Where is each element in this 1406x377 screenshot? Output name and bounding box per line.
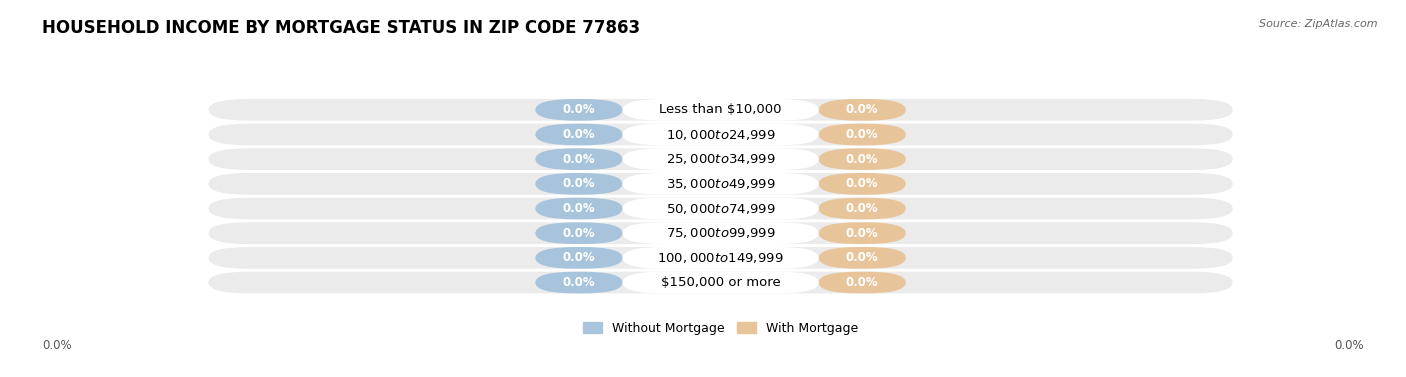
FancyBboxPatch shape (623, 272, 818, 293)
FancyBboxPatch shape (208, 124, 1233, 146)
Text: $75,000 to $99,999: $75,000 to $99,999 (665, 226, 776, 240)
FancyBboxPatch shape (536, 272, 623, 293)
Text: Source: ZipAtlas.com: Source: ZipAtlas.com (1260, 19, 1378, 29)
Text: $10,000 to $24,999: $10,000 to $24,999 (665, 127, 776, 141)
Text: 0.0%: 0.0% (846, 128, 879, 141)
FancyBboxPatch shape (536, 124, 623, 146)
FancyBboxPatch shape (818, 247, 905, 269)
FancyBboxPatch shape (623, 99, 818, 121)
FancyBboxPatch shape (208, 222, 1233, 244)
FancyBboxPatch shape (536, 222, 623, 244)
Text: $100,000 to $149,999: $100,000 to $149,999 (658, 251, 783, 265)
FancyBboxPatch shape (208, 247, 1233, 269)
Text: 0.0%: 0.0% (562, 153, 595, 166)
Text: 0.0%: 0.0% (846, 276, 879, 289)
FancyBboxPatch shape (818, 222, 905, 244)
FancyBboxPatch shape (208, 173, 1233, 195)
FancyBboxPatch shape (818, 272, 905, 293)
Text: 0.0%: 0.0% (846, 202, 879, 215)
FancyBboxPatch shape (536, 247, 623, 269)
Text: 0.0%: 0.0% (562, 227, 595, 240)
Text: 0.0%: 0.0% (562, 202, 595, 215)
FancyBboxPatch shape (208, 99, 1233, 121)
FancyBboxPatch shape (536, 99, 623, 121)
FancyBboxPatch shape (818, 124, 905, 146)
Text: 0.0%: 0.0% (846, 227, 879, 240)
FancyBboxPatch shape (208, 148, 1233, 170)
FancyBboxPatch shape (623, 124, 818, 146)
Text: $50,000 to $74,999: $50,000 to $74,999 (665, 202, 776, 216)
Text: Less than $10,000: Less than $10,000 (659, 103, 782, 116)
Text: 0.0%: 0.0% (562, 177, 595, 190)
Text: 0.0%: 0.0% (846, 153, 879, 166)
FancyBboxPatch shape (623, 173, 818, 195)
FancyBboxPatch shape (208, 198, 1233, 219)
FancyBboxPatch shape (818, 173, 905, 195)
Text: 0.0%: 0.0% (562, 128, 595, 141)
FancyBboxPatch shape (536, 148, 623, 170)
FancyBboxPatch shape (208, 272, 1233, 293)
Text: 0.0%: 0.0% (846, 251, 879, 264)
FancyBboxPatch shape (623, 222, 818, 244)
Text: 0.0%: 0.0% (562, 251, 595, 264)
FancyBboxPatch shape (818, 99, 905, 121)
FancyBboxPatch shape (623, 148, 818, 170)
Text: $35,000 to $49,999: $35,000 to $49,999 (665, 177, 776, 191)
FancyBboxPatch shape (536, 173, 623, 195)
FancyBboxPatch shape (818, 198, 905, 219)
Text: $150,000 or more: $150,000 or more (661, 276, 780, 289)
Text: 0.0%: 0.0% (42, 339, 72, 352)
FancyBboxPatch shape (818, 148, 905, 170)
Text: 0.0%: 0.0% (1334, 339, 1364, 352)
Text: 0.0%: 0.0% (846, 177, 879, 190)
Text: $25,000 to $34,999: $25,000 to $34,999 (665, 152, 776, 166)
FancyBboxPatch shape (623, 247, 818, 269)
FancyBboxPatch shape (536, 198, 623, 219)
Text: 0.0%: 0.0% (562, 103, 595, 116)
Text: 0.0%: 0.0% (562, 276, 595, 289)
Text: HOUSEHOLD INCOME BY MORTGAGE STATUS IN ZIP CODE 77863: HOUSEHOLD INCOME BY MORTGAGE STATUS IN Z… (42, 19, 640, 37)
Legend: Without Mortgage, With Mortgage: Without Mortgage, With Mortgage (583, 322, 858, 335)
FancyBboxPatch shape (623, 198, 818, 219)
Text: 0.0%: 0.0% (846, 103, 879, 116)
